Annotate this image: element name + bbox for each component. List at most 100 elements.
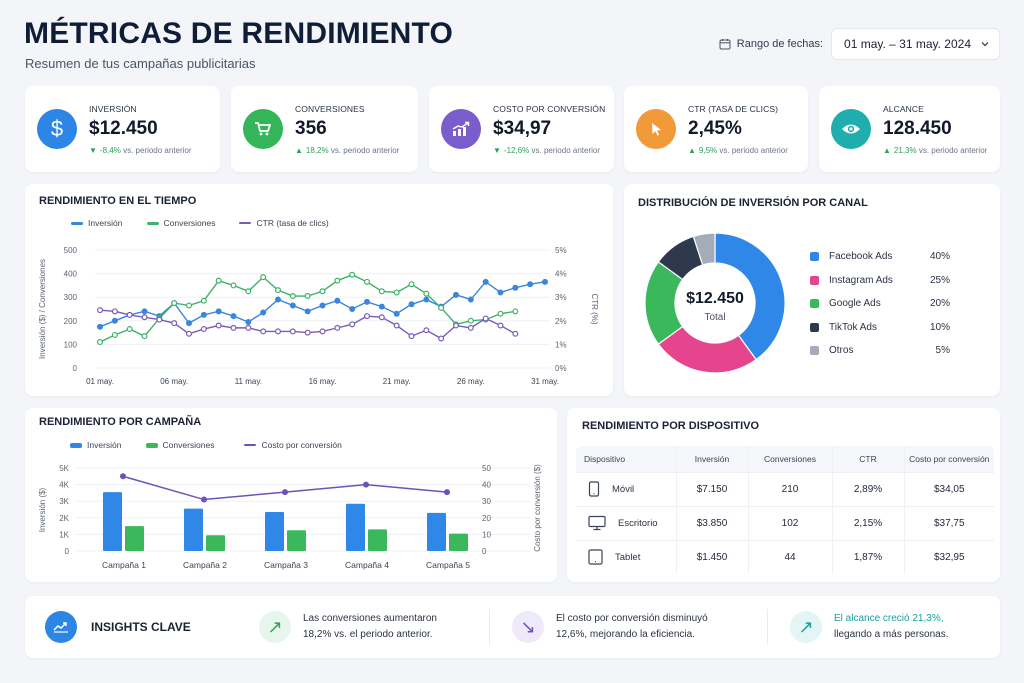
insights-title: INSIGHTS CLAVE [91,620,191,634]
device-table: Dispositivo Inversión Conversiones CTR C… [576,446,994,574]
cart-icon [243,109,283,149]
svg-text:Costo por conversión ($): Costo por conversión ($) [533,464,542,552]
tablet-icon [588,549,603,565]
cursor-icon [636,109,676,149]
page-subtitle: Resumen de tus campañas publicitarias [25,56,256,71]
kpi-card-alcance: ALCANCE 128.450 ▲ 21,3% vs. periodo anter… [819,86,1000,172]
kpi-delta: ▲ 21,3% vs. periodo anterior [883,145,988,155]
donut-legend-item[interactable]: Instagram Ads 25% [810,269,950,293]
svg-text:4%: 4% [555,270,567,279]
kpi-delta: ▲ 18,2% vs. periodo anterior [295,145,400,155]
calendar-icon [719,39,731,50]
svg-text:11 may.: 11 may. [235,377,262,386]
time-line-chart: 0 0% 100 1% 200 2% 300 3% 400 4% 500 5% Inversión ($… [38,246,599,386]
donut-center-label: Total [704,312,726,323]
campaign-chart-title: RENDIMIENTO POR CAMPAÑA [39,416,202,428]
kpi-delta: ▲ 9,5% vs. periodo anterior [688,145,788,155]
svg-text:400: 400 [64,270,78,279]
column-header[interactable]: Costo por conversión [903,446,994,472]
svg-text:30: 30 [482,497,491,506]
insight-item: ↗ Las conversiones aumentaron 18,2% vs. e… [237,609,489,645]
svg-text:2%: 2% [555,317,567,326]
eye-icon [831,109,871,149]
donut-legend-item[interactable]: TikTok Ads 10% [810,316,950,340]
svg-text:5K: 5K [59,464,69,473]
svg-text:26 may.: 26 may. [457,377,485,386]
triangle-up-icon: ▲ [688,145,696,155]
svg-text:Campaña 1: Campaña 1 [102,560,146,570]
legend-item-inversion[interactable]: Inversión [70,440,122,450]
time-chart-title: RENDIMIENTO EN EL TIEMPO [39,195,197,207]
kpi-value: $12.450 [89,117,158,139]
legend-item-ctr[interactable]: CTR (tasa de clics) [239,218,329,228]
donut-chart [644,232,786,374]
kpi-value: 2,45% [688,117,742,139]
table-row[interactable]: Escritorio $3.850 102 2,15% $37,75 [576,505,994,540]
page-title: MÉTRICAS DE RENDIMIENTO [24,17,454,50]
triangle-down-icon: ▼ [89,145,97,155]
donut-legend-item[interactable]: Otros 5% [810,339,950,363]
kpi-label: COSTO POR CONVERSIÓN [493,103,606,114]
legend-item-inversion[interactable]: Inversión [71,218,123,228]
dollar-icon: $ [37,109,77,149]
kpi-value: 356 [295,117,327,139]
svg-text:100: 100 [64,340,78,349]
date-range-value: 01 may. – 31 may. 2024 [844,37,971,51]
table-row[interactable]: Tablet $1.450 44 1,87% $32,95 [576,539,994,574]
insights-header: INSIGHTS CLAVE [25,611,237,643]
svg-text:5%: 5% [555,246,567,255]
svg-text:0%: 0% [555,364,567,373]
kpi-card-conversiones: CONVERSIONES 356 ▲ 18,2% vs. periodo ante… [231,86,418,172]
arrow-up-right-icon: ↗ [259,611,291,643]
kpi-delta: ▼ -12,6% vs. periodo anterior [493,145,600,155]
legend-item-costo[interactable]: Costo por conversión [244,440,342,450]
svg-text:0: 0 [73,364,78,373]
triangle-up-icon: ▲ [295,145,303,155]
svg-text:10: 10 [482,530,491,539]
donut-legend-item[interactable]: Facebook Ads 40% [810,245,950,269]
column-header[interactable]: Dispositivo [576,446,676,472]
svg-text:1K: 1K [59,530,69,539]
column-header[interactable]: Inversión [675,446,748,472]
desktop-icon [588,515,606,531]
svg-text:06 may.: 06 may. [160,377,188,386]
svg-text:300: 300 [64,293,78,302]
arrow-down-right-icon: ↘ [512,611,544,643]
device-table-title: RENDIMIENTO POR DISPOSITIVO [582,420,760,432]
kpi-delta: ▼ -8,4% vs. periodo anterior [89,145,192,155]
insights-bar: INSIGHTS CLAVE ↗ Las conversiones aument… [25,596,1000,658]
donut-legend-item[interactable]: Google Ads 20% [810,292,950,316]
kpi-card-ctr: CTR (TASA DE CLICS) 2,45% ▲ 9,5% vs. peri… [624,86,808,172]
column-header[interactable]: CTR [831,446,904,472]
svg-text:3%: 3% [555,293,567,302]
column-header[interactable]: Conversiones [747,446,832,472]
legend-item-conversiones[interactable]: Conversiones [146,218,215,228]
kpi-label: CTR (TASA DE CLICS) [688,103,779,114]
arrow-up-right-icon: ↗ [790,611,822,643]
svg-text:2K: 2K [59,514,69,523]
insight-item: ↗ El alcance creció 21,3%, llegando a más… [767,609,971,645]
time-chart-legend: Inversión Conversiones CTR (tasa de clic… [71,218,329,228]
table-row[interactable]: Móvil $7.150 210 2,89% $34,05 [576,471,994,506]
svg-text:0: 0 [65,547,70,556]
svg-text:Campaña 4: Campaña 4 [345,560,389,570]
donut-center-value: $12.450 [686,290,744,307]
svg-text:500: 500 [64,246,78,255]
triangle-down-icon: ▼ [493,145,501,155]
kpi-value: 128.450 [883,117,952,139]
date-range-label: Rango de fechas: [719,38,823,50]
triangle-up-icon: ▲ [883,145,891,155]
svg-text:Campaña 2: Campaña 2 [183,560,227,570]
svg-text:40: 40 [482,481,491,490]
kpi-value: $34,97 [493,117,552,139]
campaign-bar-chart: 0 0 1K 10 2K 20 3K 30 4K 40 5K 50 Inversión ($) Costo… [38,464,542,570]
svg-text:Campaña 3: Campaña 3 [264,560,308,570]
svg-text:31 may.: 31 may. [531,377,559,386]
kpi-card-costo-conversion: COSTO POR CONVERSIÓN $34,97 ▼ -12,6% vs. … [429,86,614,172]
legend-item-conversiones[interactable]: Conversiones [145,440,214,450]
table-header-row: Dispositivo Inversión Conversiones CTR C… [576,446,994,472]
svg-text:Inversión ($) / Conversiones: Inversión ($) / Conversiones [38,259,47,359]
date-range-select[interactable]: 01 may. – 31 may. 2024 [831,28,1000,60]
svg-text:4K: 4K [59,481,69,490]
svg-text:0: 0 [482,547,487,556]
